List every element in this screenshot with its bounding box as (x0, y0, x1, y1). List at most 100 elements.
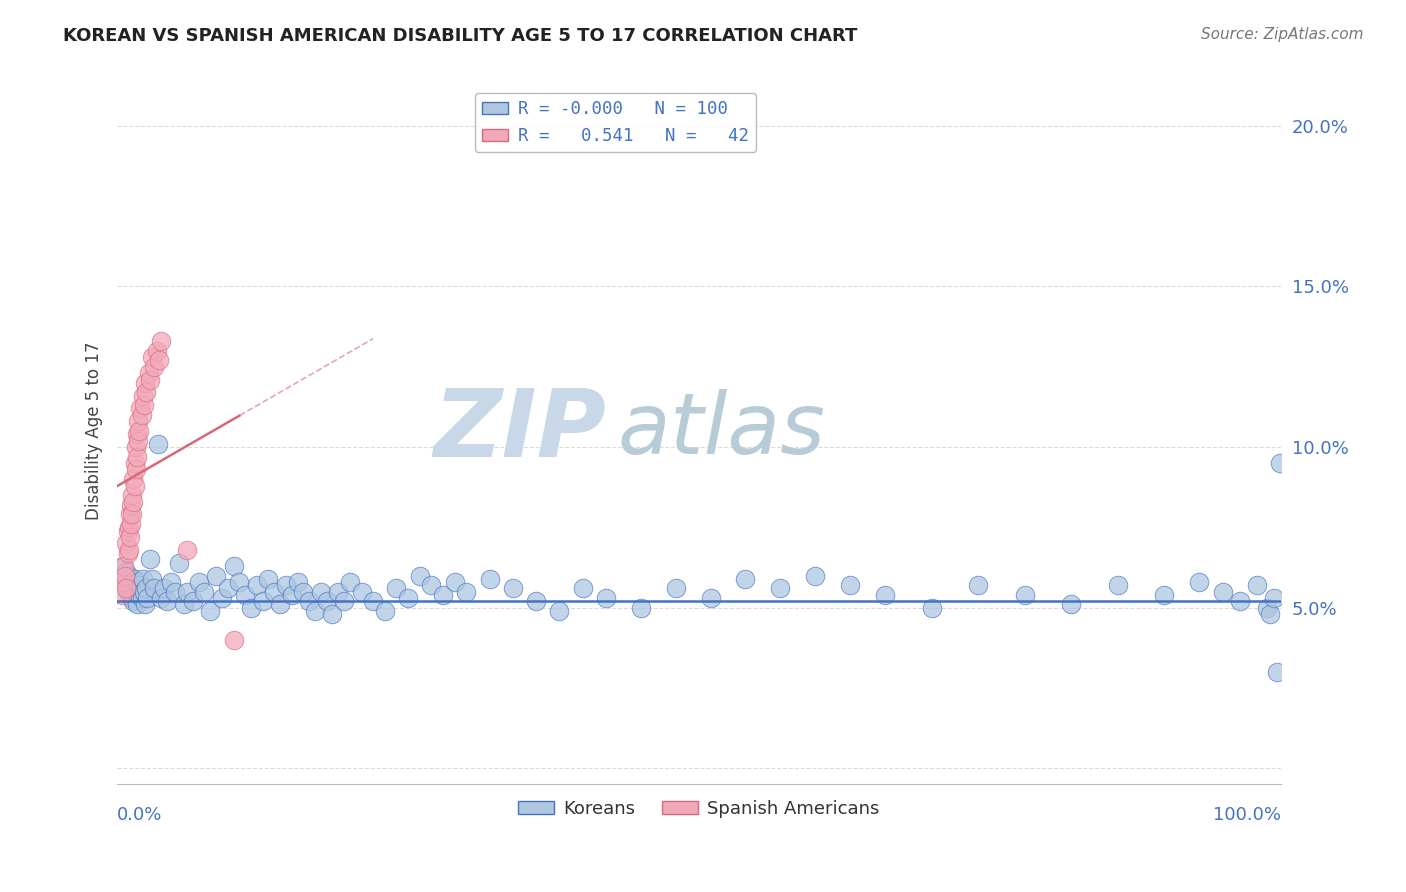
Text: Source: ZipAtlas.com: Source: ZipAtlas.com (1201, 27, 1364, 42)
Point (125, 450, 148, 464)
Point (122, 472, 145, 486)
Point (127, 574, 149, 589)
Point (298, 594, 321, 608)
Point (176, 584, 198, 599)
Point (134, 598, 156, 612)
Point (409, 568, 432, 582)
Point (269, 598, 291, 612)
Point (173, 598, 195, 612)
Point (131, 591, 153, 605)
Point (456, 584, 478, 599)
Point (257, 572, 280, 586)
Text: ZIP: ZIP (433, 385, 606, 477)
Point (145, 343, 167, 358)
Point (967, 578, 990, 592)
Point (125, 598, 148, 612)
Point (630, 600, 652, 615)
Point (115, 566, 138, 580)
Point (228, 574, 250, 589)
Point (124, 478, 146, 492)
Point (432, 588, 454, 602)
Point (502, 582, 524, 596)
Point (921, 600, 943, 615)
Point (129, 578, 152, 592)
Point (139, 552, 162, 566)
Point (112, 558, 135, 573)
Point (769, 582, 792, 596)
Point (111, 588, 134, 602)
Point (263, 584, 285, 599)
Point (1229, 594, 1251, 608)
Point (124, 456, 146, 470)
Point (121, 488, 143, 502)
Point (734, 572, 756, 586)
Point (1268, 456, 1291, 470)
Point (132, 572, 155, 586)
Point (118, 568, 141, 582)
Point (117, 524, 139, 538)
Point (127, 434, 149, 448)
Point (143, 582, 166, 596)
Point (118, 520, 141, 534)
Point (125, 584, 148, 599)
Point (150, 591, 173, 605)
Point (665, 582, 688, 596)
Text: KOREAN VS SPANISH AMERICAN DISABILITY AGE 5 TO 17 CORRELATION CHART: KOREAN VS SPANISH AMERICAN DISABILITY AG… (63, 27, 858, 45)
Point (1263, 591, 1285, 605)
Point (309, 584, 332, 599)
Point (117, 584, 139, 599)
Point (1107, 578, 1129, 592)
Point (128, 424, 150, 438)
Point (217, 582, 239, 596)
Point (385, 582, 408, 596)
Point (240, 600, 263, 615)
Point (205, 568, 228, 582)
Point (118, 542, 141, 557)
Point (875, 588, 897, 602)
Point (1246, 578, 1268, 592)
Point (138, 366, 160, 380)
Point (181, 594, 204, 608)
Point (233, 588, 256, 602)
Point (292, 584, 315, 599)
Point (1188, 574, 1211, 589)
Point (135, 385, 157, 400)
Point (187, 574, 209, 589)
Point (141, 572, 163, 586)
Legend: Koreans, Spanish Americans: Koreans, Spanish Americans (510, 792, 887, 825)
Point (396, 591, 419, 605)
Point (136, 591, 159, 605)
Point (132, 584, 155, 599)
Point (1153, 588, 1175, 602)
Point (128, 588, 150, 602)
Point (443, 574, 465, 589)
Point (374, 604, 396, 618)
Point (274, 578, 297, 592)
Point (146, 437, 169, 451)
Point (125, 440, 148, 454)
Point (699, 591, 721, 605)
Point (118, 530, 141, 544)
Point (118, 578, 141, 592)
Y-axis label: Disability Age 5 to 17: Disability Age 5 to 17 (86, 342, 103, 520)
Point (315, 594, 337, 608)
Point (339, 574, 361, 589)
Point (134, 376, 156, 390)
Point (132, 398, 155, 412)
Point (148, 353, 170, 368)
Point (139, 372, 162, 386)
Point (1258, 607, 1281, 621)
Point (176, 542, 198, 557)
Point (167, 556, 190, 570)
Point (143, 359, 166, 374)
Point (125, 462, 148, 476)
Point (1060, 598, 1083, 612)
Point (246, 578, 269, 592)
Point (121, 582, 143, 596)
Point (135, 582, 157, 596)
Point (117, 546, 139, 560)
Point (478, 572, 501, 586)
Point (159, 574, 181, 589)
Point (115, 536, 138, 550)
Point (114, 568, 136, 582)
